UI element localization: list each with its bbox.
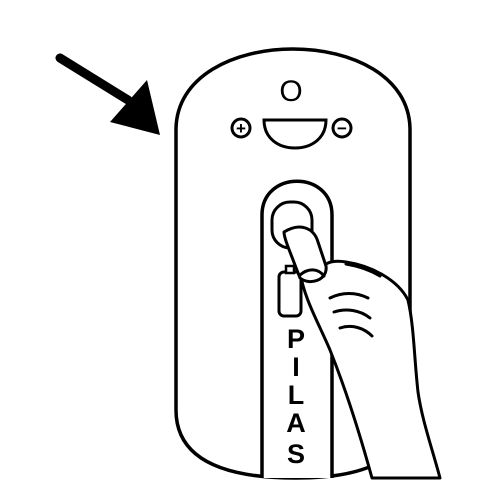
plus-symbol: + [236, 119, 246, 138]
compartment-label: P I L A S [286, 324, 306, 469]
plus-button[interactable]: + [230, 117, 252, 139]
compartment-label-letter-s: S [287, 439, 305, 469]
arrow-icon [55, 53, 160, 135]
compartment-label-letter-a: A [286, 408, 306, 438]
battery-icon [277, 264, 303, 318]
compartment-label-letter-l: L [288, 380, 305, 410]
compartment-label-letter-p: P [287, 324, 305, 354]
hand-icon [282, 225, 442, 480]
compartment-label-letter-i: I [292, 352, 300, 382]
minus-symbol: − [337, 119, 347, 138]
top-symbol: O [279, 75, 302, 108]
minus-button[interactable]: − [331, 117, 353, 139]
sensor-window [262, 118, 328, 150]
